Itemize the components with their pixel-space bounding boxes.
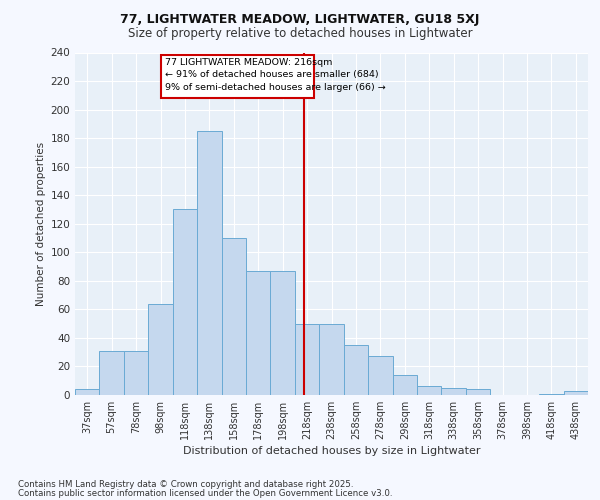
X-axis label: Distribution of detached houses by size in Lightwater: Distribution of detached houses by size … (183, 446, 480, 456)
Bar (271, 271, 295, 395)
Bar (124, 351, 148, 395)
Bar (563, 390, 588, 395)
Bar (173, 210, 197, 395)
Y-axis label: Number of detached properties: Number of detached properties (36, 142, 46, 306)
Bar (344, 345, 368, 395)
Text: Contains public sector information licensed under the Open Government Licence v3: Contains public sector information licen… (18, 490, 392, 498)
Bar (368, 356, 392, 395)
Text: Contains HM Land Registry data © Crown copyright and database right 2025.: Contains HM Land Registry data © Crown c… (18, 480, 353, 489)
Bar (75, 390, 100, 395)
Bar (148, 304, 173, 395)
Bar (442, 388, 466, 395)
Bar (221, 238, 246, 395)
Bar (319, 324, 344, 395)
Bar (100, 351, 124, 395)
FancyBboxPatch shape (161, 56, 314, 98)
Bar (197, 131, 221, 395)
Bar (246, 271, 271, 395)
Text: Size of property relative to detached houses in Lightwater: Size of property relative to detached ho… (128, 28, 472, 40)
Bar (417, 386, 442, 395)
Bar (392, 375, 417, 395)
Bar (295, 324, 319, 395)
Text: 77, LIGHTWATER MEADOW, LIGHTWATER, GU18 5XJ: 77, LIGHTWATER MEADOW, LIGHTWATER, GU18 … (121, 12, 479, 26)
Bar (466, 390, 490, 395)
Bar (539, 394, 563, 395)
Text: 77 LIGHTWATER MEADOW: 216sqm
← 91% of detached houses are smaller (684)
9% of se: 77 LIGHTWATER MEADOW: 216sqm ← 91% of de… (166, 58, 386, 92)
